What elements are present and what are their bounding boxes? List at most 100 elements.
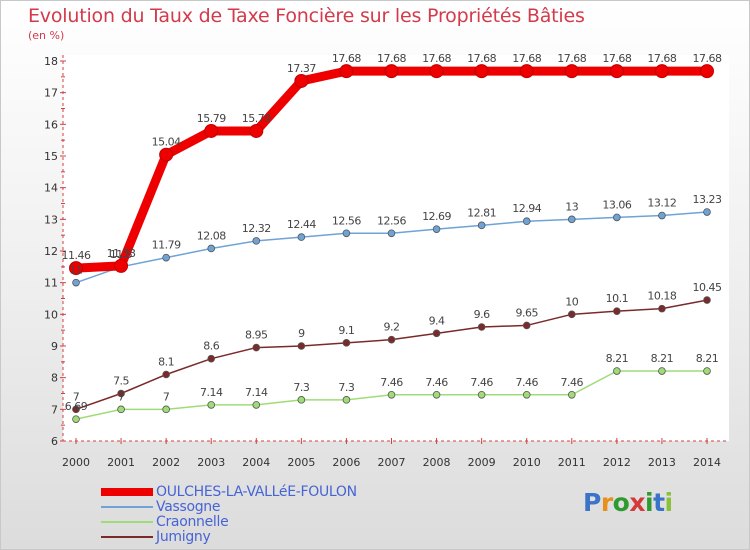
data-point (387, 335, 396, 344)
x-tick-label: 2004 (242, 456, 270, 469)
data-label: 12.94 (512, 202, 541, 215)
data-label: 7.46 (425, 376, 448, 389)
data-label: 8.95 (245, 329, 268, 342)
data-label: 7.3 (293, 381, 309, 394)
legend-label: Vassogne (156, 499, 221, 515)
data-point (477, 221, 486, 230)
data-point (703, 296, 711, 304)
data-point (207, 354, 216, 363)
data-label: 12.08 (197, 229, 226, 242)
data-point (519, 64, 534, 79)
data-point (72, 278, 80, 287)
data-point (658, 304, 666, 313)
data-point (159, 147, 174, 162)
data-label: 13.12 (647, 197, 676, 210)
data-point (297, 396, 306, 404)
data-point (703, 208, 711, 216)
data-point (567, 390, 576, 399)
data-point (613, 213, 621, 222)
y-tick-label: 12 (44, 245, 58, 258)
data-point (204, 123, 219, 138)
data-label: 13.23 (693, 193, 722, 206)
data-point (297, 233, 306, 241)
data-label: 17.68 (467, 52, 496, 65)
x-tick-label: 2009 (468, 456, 496, 469)
data-label: 11.79 (152, 239, 181, 252)
data-label: 8.21 (696, 352, 719, 365)
legend-swatch (101, 536, 153, 538)
data-label: 15.04 (152, 136, 181, 149)
logo-letter: i (664, 488, 674, 517)
x-tick-label: 2011 (558, 456, 586, 469)
data-label: 11.46 (62, 249, 91, 262)
data-label: 7 (118, 390, 125, 403)
data-label: 17.68 (332, 52, 361, 65)
x-tick-label: 2002 (152, 456, 180, 469)
data-label: 7.46 (380, 376, 403, 389)
data-point (658, 211, 666, 220)
data-label: 7.5 (113, 375, 129, 388)
data-point (72, 415, 80, 423)
data-label: 8.6 (203, 340, 219, 353)
data-label: 7.46 (470, 376, 493, 389)
x-tick-label: 2003 (197, 456, 225, 469)
data-label: 15.79 (197, 112, 226, 125)
data-point (207, 401, 216, 409)
data-label: 17.68 (422, 52, 451, 65)
y-tick-label: 9 (51, 340, 58, 353)
data-label: 9.2 (384, 321, 400, 334)
x-tick-label: 2012 (603, 456, 631, 469)
data-point (252, 401, 261, 409)
data-label: 12.56 (377, 214, 406, 227)
data-point (387, 390, 396, 399)
legend-swatch (101, 521, 153, 523)
x-tick-label: 2005 (287, 456, 315, 469)
data-label: 7.46 (561, 376, 584, 389)
data-point (294, 73, 309, 88)
data-point (522, 217, 531, 226)
data-label: 9 (298, 327, 305, 340)
data-point (339, 64, 354, 79)
data-label: 7.3 (338, 381, 354, 394)
data-point (522, 390, 531, 399)
data-label: 7.46 (515, 376, 538, 389)
data-point (162, 405, 170, 414)
data-label: 9.6 (474, 308, 490, 321)
data-point (342, 229, 351, 238)
data-point (609, 64, 624, 79)
data-label: 17.68 (693, 52, 722, 65)
data-point (522, 321, 531, 330)
legend-swatch (101, 488, 153, 496)
data-label: 10 (565, 295, 578, 308)
data-point (474, 64, 489, 79)
data-point (429, 64, 444, 79)
data-point (477, 323, 486, 331)
data-point (249, 123, 264, 138)
data-point (207, 244, 216, 253)
data-label: 9.65 (515, 306, 538, 319)
y-tick-label: 18 (44, 55, 58, 68)
data-point (654, 64, 669, 79)
data-label: 12.69 (422, 210, 451, 223)
data-label: 8.21 (606, 352, 629, 365)
data-label: 12.44 (287, 218, 316, 231)
data-point (297, 342, 306, 350)
data-label: 8.1 (158, 356, 174, 369)
y-tick-label: 17 (44, 87, 58, 100)
data-label: 7 (73, 390, 80, 403)
data-point (342, 339, 351, 347)
unit-label: (en %) (28, 29, 65, 42)
x-tick-label: 2010 (513, 456, 541, 469)
x-tick-label: 2007 (378, 456, 406, 469)
data-label: 10.45 (693, 281, 722, 294)
data-point (384, 64, 399, 79)
data-label: 9.4 (429, 314, 445, 327)
data-point (703, 367, 711, 375)
x-tick-label: 2014 (693, 456, 721, 469)
data-point (114, 258, 129, 273)
y-tick-label: 6 (51, 435, 58, 448)
data-point (342, 396, 351, 404)
x-tick-label: 2008 (423, 456, 451, 469)
data-label: 12.56 (332, 214, 361, 227)
